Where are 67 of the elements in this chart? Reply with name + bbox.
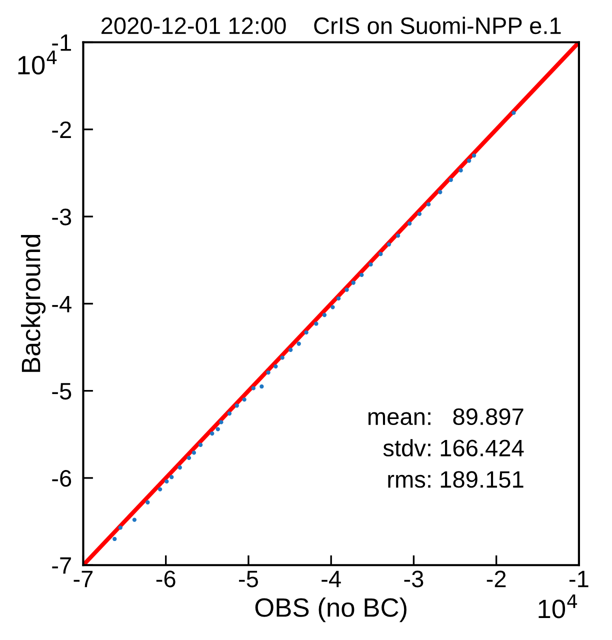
point <box>322 312 327 318</box>
point <box>234 404 239 408</box>
x-tick-label: -6 <box>156 570 176 588</box>
y-tick-label: -5 <box>52 383 72 400</box>
point <box>178 465 182 470</box>
point <box>260 384 264 389</box>
x-tick-label: -1 <box>570 570 588 588</box>
point <box>288 348 293 352</box>
y-tick-label: -6 <box>52 470 72 487</box>
point <box>330 305 335 310</box>
point <box>314 322 318 326</box>
point <box>158 487 162 492</box>
point <box>210 431 214 436</box>
point <box>164 479 169 484</box>
point <box>336 296 341 301</box>
y-tick-label: -7 <box>52 557 71 574</box>
x-axis-title: OBS (no BC) <box>255 598 406 622</box>
annotation: rms: 189.151 <box>388 471 524 488</box>
point <box>466 158 472 163</box>
text: 10$^{4}$ <box>18 50 57 75</box>
y-tick-label: -2 <box>52 121 71 138</box>
point <box>351 280 356 285</box>
point <box>458 168 463 172</box>
point <box>417 212 422 216</box>
point <box>472 153 476 158</box>
point <box>378 252 383 256</box>
x-tick-label: -4 <box>322 570 341 588</box>
point <box>304 330 308 335</box>
point <box>280 356 284 360</box>
point <box>274 364 278 369</box>
y-tick-label: -3 <box>52 208 72 226</box>
point <box>242 397 246 402</box>
point <box>296 342 301 346</box>
point <box>170 475 174 480</box>
point <box>198 442 203 447</box>
point <box>438 190 442 194</box>
x-tick-label: -7 <box>74 570 93 588</box>
point <box>426 202 431 206</box>
point <box>368 262 373 267</box>
annotation: mean: 89.897 <box>368 408 524 426</box>
point <box>251 386 256 390</box>
point <box>219 420 224 424</box>
point <box>360 272 364 278</box>
point <box>132 518 137 522</box>
y-axis-title: Background <box>20 234 46 372</box>
point <box>192 450 196 455</box>
x-tick-label: -2 <box>486 570 506 588</box>
point <box>344 288 349 292</box>
point <box>448 178 453 182</box>
point <box>266 370 270 375</box>
point <box>386 242 392 247</box>
chart-title: 2020-12-01 12:00 CrIS on Suomi-NPP e.1 <box>102 16 561 34</box>
x-tick-label: -5 <box>239 570 258 588</box>
annotation: stdv: 166.424 <box>383 439 524 456</box>
point <box>227 411 232 416</box>
point <box>512 110 516 115</box>
point <box>186 456 192 460</box>
x-tick-label: -3 <box>404 570 424 588</box>
point <box>146 500 150 504</box>
point <box>118 526 122 530</box>
point <box>396 234 400 238</box>
point <box>216 427 220 432</box>
point <box>407 221 412 226</box>
y-tick-label: -4 <box>52 296 72 312</box>
text: 10$^{4}$ <box>538 594 578 618</box>
point <box>112 536 117 542</box>
y-tick-label: -1 <box>52 34 71 51</box>
